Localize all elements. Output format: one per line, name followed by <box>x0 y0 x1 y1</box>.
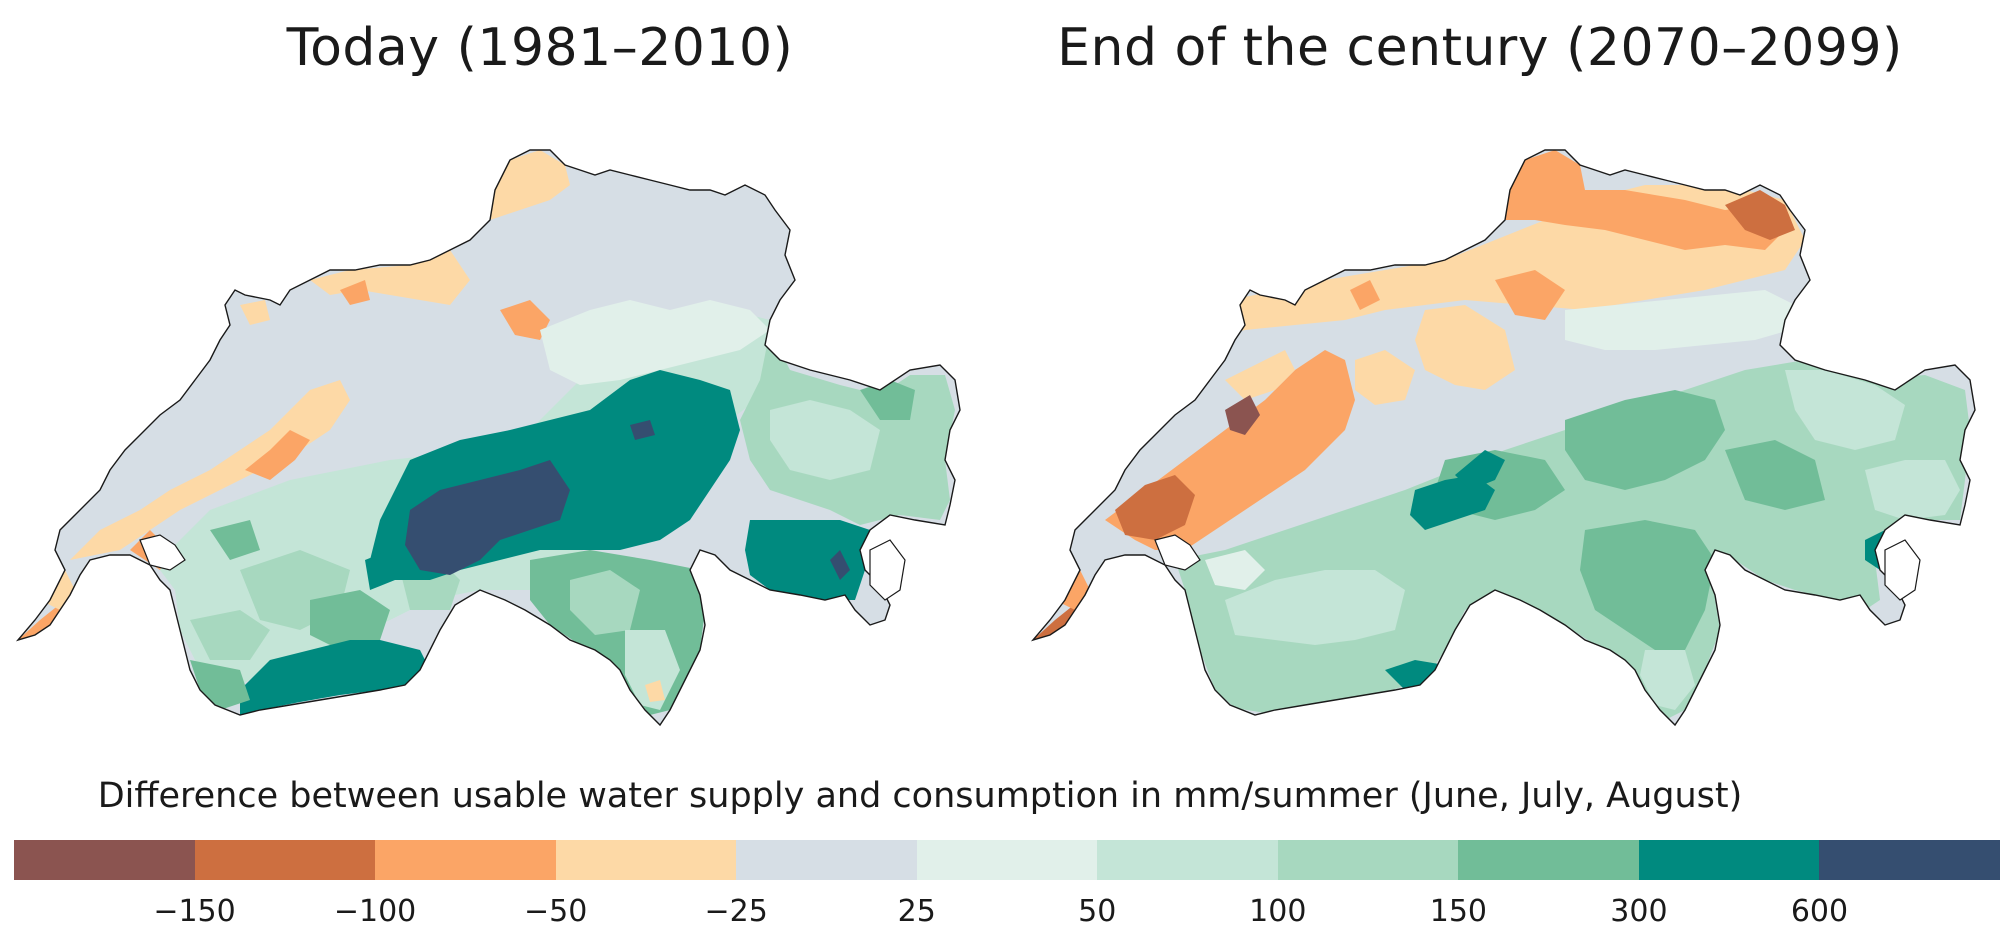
legend-swatch-4 <box>555 840 737 880</box>
switzerland-map-today <box>17 149 961 726</box>
legend-swatch-3 <box>375 840 556 880</box>
map-title-today: Today (1981–2010) <box>286 18 794 78</box>
color-scale-legend <box>14 840 2000 880</box>
legend-tick-label: −150 <box>153 894 236 929</box>
legend-tick-label: 300 <box>1610 894 1668 929</box>
map-title-end-of-century: End of the century (2070–2099) <box>1057 18 1903 78</box>
legend-tick-label: −50 <box>523 894 588 929</box>
legend-swatch-11 <box>1819 840 2000 880</box>
legend-tick-label: −25 <box>704 894 768 929</box>
legend-title: Difference between usable water supply a… <box>97 776 1743 816</box>
legend-swatch-2 <box>194 840 376 880</box>
legend-tick-label: 25 <box>897 894 936 929</box>
legend-swatch-7 <box>1097 840 1278 880</box>
legend-swatch-6 <box>916 840 1098 880</box>
map-regions-end-of-century <box>1033 150 1975 725</box>
legend-swatch-5 <box>736 840 917 880</box>
legend-tick-label: 50 <box>1078 894 1117 929</box>
legend-swatch-10 <box>1638 840 1820 880</box>
map-regions-today <box>18 150 960 725</box>
legend-tick-label: −100 <box>333 894 417 929</box>
switzerland-map-end-of-century <box>1032 149 1976 726</box>
legend-tick-label: 100 <box>1249 894 1307 929</box>
legend-tick-label: 150 <box>1429 894 1487 929</box>
legend-swatch-8 <box>1277 840 1459 880</box>
legend-swatch-9 <box>1458 840 1639 880</box>
legend-swatch-1 <box>14 840 195 880</box>
legend-tick-label: 600 <box>1790 894 1849 929</box>
